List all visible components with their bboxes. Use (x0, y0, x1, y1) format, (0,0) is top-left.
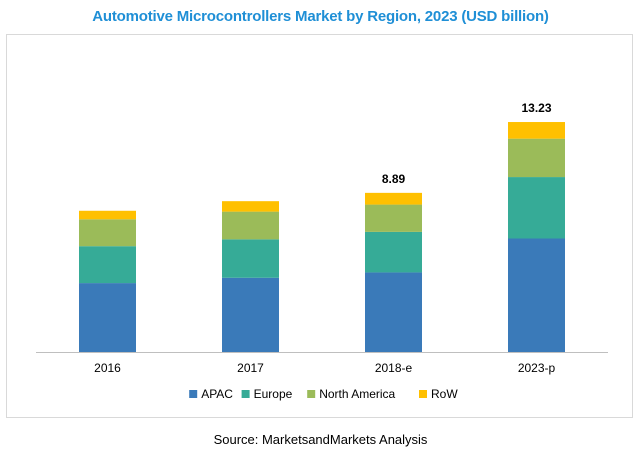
bar-north-america-2018-e (365, 204, 422, 232)
x-tick-label: 2017 (237, 361, 264, 375)
legend-swatch-europe (241, 390, 250, 398)
bar-apac-2017 (222, 277, 279, 352)
legend-item-north-america: North America (307, 387, 396, 401)
legend-swatch-north-america (307, 390, 316, 398)
bar-row-2016 (79, 210, 136, 220)
bar-europe-2018-e (365, 231, 422, 273)
source-note: Source: MarketsandMarkets Analysis (213, 432, 428, 447)
bar-europe-2023-p (508, 177, 565, 239)
bar-row-2023-p (508, 122, 565, 139)
legend-item-europe: Europe (241, 387, 293, 401)
bar-europe-2017 (222, 239, 279, 278)
legend-item-apac: APAC (189, 387, 233, 401)
bar-row-2018-e (365, 192, 422, 205)
bar-europe-2016 (79, 246, 136, 284)
bar-apac-2016 (79, 283, 136, 352)
legend-label-north-america: North America (319, 387, 395, 401)
bar-apac-2023-p (508, 238, 565, 352)
bar-row-2017 (222, 201, 279, 212)
x-tick-label: 2018-e (375, 361, 413, 375)
legend-label-row: RoW (431, 387, 458, 401)
chart-title: Automotive Microcontrollers Market by Re… (92, 8, 549, 25)
legend-label-europe: Europe (254, 387, 293, 401)
bar-apac-2018-e (365, 272, 422, 352)
total-label-2018-e: 8.89 (382, 172, 406, 186)
chart-frame (6, 34, 633, 418)
legend-swatch-row (419, 390, 427, 398)
legend-item-row: RoW (419, 387, 458, 401)
x-tick-label: 2016 (94, 361, 121, 375)
total-label-2023-p: 13.23 (521, 101, 551, 115)
bar-north-america-2016 (79, 219, 136, 247)
bar-north-america-2023-p (508, 138, 565, 178)
legend-label-apac: APAC (201, 387, 233, 401)
x-tick-label: 2023-p (518, 361, 556, 375)
bar-north-america-2017 (222, 211, 279, 240)
legend-swatch-apac (189, 390, 198, 398)
